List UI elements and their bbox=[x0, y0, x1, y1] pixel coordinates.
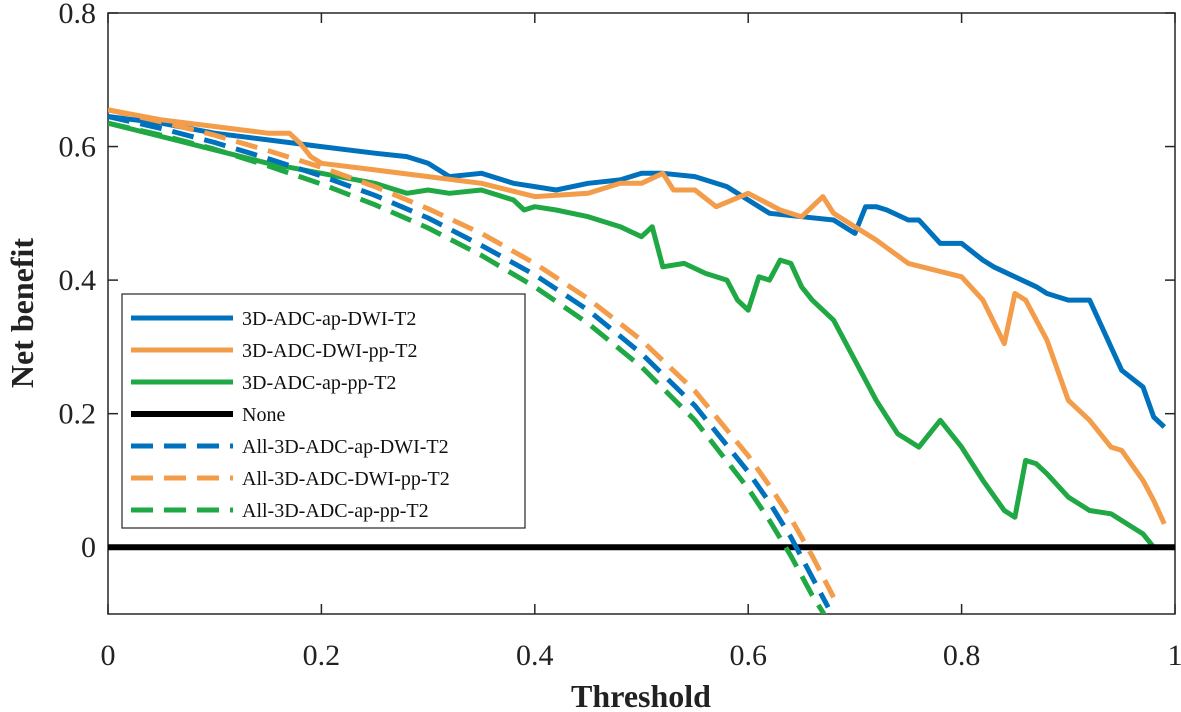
series-line-3d-adc-dwi-pp-t2 bbox=[108, 107, 1167, 525]
y-tick-label: 0.4 bbox=[59, 264, 97, 297]
legend-label-none: None bbox=[242, 404, 285, 426]
x-tick-label: 0.8 bbox=[943, 639, 981, 672]
y-tick-label: 0.6 bbox=[59, 131, 97, 164]
x-tick-label: 0.6 bbox=[729, 639, 767, 672]
legend-label-3d-adc-dwi-pp-t2: 3D-ADC-DWI-pp-T2 bbox=[242, 340, 418, 362]
y-axis-title: Net benefit bbox=[4, 238, 40, 389]
x-tick-labels: 0 0.2 0.4 0.6 0.8 1 bbox=[101, 639, 1181, 672]
y-tick-label: 0 bbox=[81, 531, 96, 564]
legend-label-all-3d-adc-ap-pp-t2: All-3D-ADC-ap-pp-T2 bbox=[242, 500, 429, 522]
x-tick-label: 1 bbox=[1168, 639, 1181, 672]
series-line-all-3d-adc-dwi-pp-t2 bbox=[108, 107, 836, 599]
x-tick-label: 0 bbox=[101, 639, 116, 672]
legend-label-3d-adc-ap-pp-t2: 3D-ADC-ap-pp-T2 bbox=[242, 372, 396, 394]
x-tick-label: 0.4 bbox=[516, 639, 554, 672]
x-tick-label: 0.2 bbox=[303, 639, 341, 672]
legend-label-all-3d-adc-ap-dwi-t2: All-3D-ADC-ap-DWI-T2 bbox=[242, 436, 449, 458]
legend-label-all-3d-adc-dwi-pp-t2: All-3D-ADC-DWI-pp-T2 bbox=[242, 468, 450, 490]
legend: 3D-ADC-ap-DWI-T2 3D-ADC-DWI-pp-T2 3D-ADC-a… bbox=[121, 293, 526, 529]
y-tick-label: 0.8 bbox=[59, 0, 97, 30]
series-lines bbox=[108, 107, 1175, 614]
y-tick-label: 0.2 bbox=[59, 398, 97, 431]
x-axis-title: Threshold bbox=[571, 678, 711, 712]
legend-label-3d-adc-ap-dwi-t2: 3D-ADC-ap-DWI-T2 bbox=[242, 308, 416, 330]
series-line-all-3d-adc-ap-dwi-t2 bbox=[108, 114, 831, 609]
series-line-all-3d-adc-ap-pp-t2 bbox=[108, 120, 827, 614]
series-line-3d-adc-ap-pp-t2 bbox=[108, 120, 1156, 549]
y-tick-labels: 0 0.2 0.4 0.6 0.8 bbox=[59, 0, 97, 564]
